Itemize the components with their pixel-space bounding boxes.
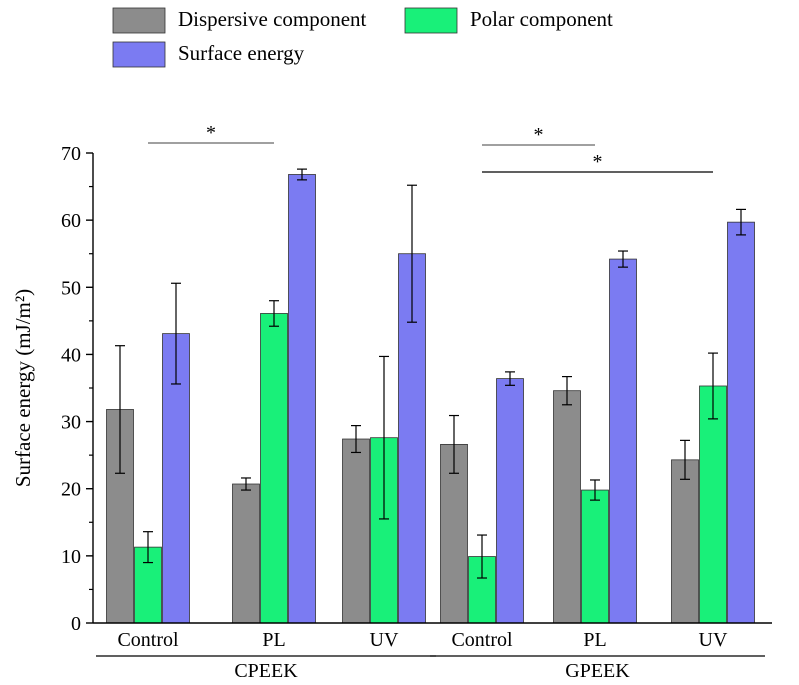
- bar-1-5: [699, 385, 727, 624]
- y-tick-label-50: 50: [61, 277, 81, 299]
- legend-swatch-2: [112, 41, 166, 68]
- y-tick-label-60: 60: [61, 210, 81, 232]
- group-label-0: CPEEK: [234, 660, 298, 682]
- group-label-1: GPEEK: [565, 660, 630, 682]
- significance-annotations: * * *: [148, 122, 713, 173]
- significance-label-2: *: [593, 151, 603, 173]
- y-tick-label-0: 0: [71, 613, 81, 635]
- y-tick-label-40: 40: [61, 344, 81, 366]
- axes: 0 10 20 30 40 50 60 70 Control PL UV Control PL UV CPE…: [61, 143, 772, 682]
- legend-label-2: Surface energy: [178, 41, 305, 65]
- y-tick-label-30: 30: [61, 412, 81, 434]
- legend-label-1: Polar component: [470, 7, 613, 31]
- x-tick-label-1: PL: [262, 629, 285, 651]
- bar-0-4: [553, 390, 581, 624]
- significance-label-1: *: [534, 124, 544, 146]
- y-tick-label-10: 10: [61, 546, 81, 568]
- bar-2-1: [288, 174, 316, 624]
- bar-2-4: [609, 258, 637, 624]
- x-tick-label-5: UV: [699, 629, 728, 651]
- x-tick-label-4: PL: [583, 629, 606, 651]
- bar-0-1: [232, 483, 260, 624]
- legend-swatch-1: [404, 7, 458, 34]
- bar-2-5: [727, 221, 755, 624]
- bar-0-5: [671, 459, 699, 624]
- y-tick-label-20: 20: [61, 479, 81, 501]
- error-bars: [115, 168, 746, 579]
- x-tick-label-2: UV: [370, 629, 399, 651]
- y-axis-label: Surface energy (mJ/m²): [11, 289, 35, 487]
- x-tick-label-3: Control: [451, 629, 513, 651]
- bar-0-2: [342, 438, 370, 624]
- y-tick-label-70: 70: [61, 143, 81, 165]
- x-tick-label-0: Control: [117, 629, 179, 651]
- legend: Dispersive component Polar component Surfa…: [112, 7, 613, 68]
- legend-label-0: Dispersive component: [178, 7, 367, 31]
- bar-2-3: [496, 378, 524, 624]
- significance-label-0: *: [206, 122, 216, 144]
- bars: [106, 174, 755, 624]
- bar-1-1: [260, 313, 288, 624]
- legend-swatch-0: [112, 7, 166, 34]
- bar-1-4: [581, 489, 609, 624]
